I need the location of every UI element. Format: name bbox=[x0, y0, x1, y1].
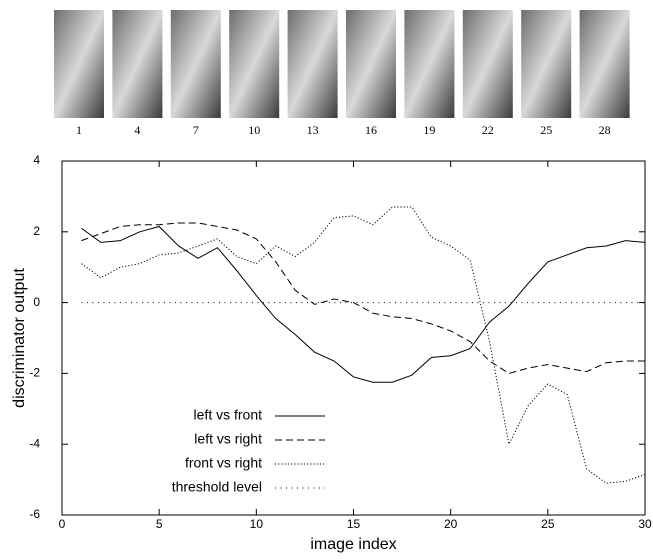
thumbnail bbox=[404, 10, 455, 118]
plot-frame bbox=[61, 160, 646, 516]
thumbnail bbox=[462, 10, 513, 118]
x-tick-label: 30 bbox=[638, 517, 652, 531]
legend-label: threshold level bbox=[172, 479, 262, 495]
series-line bbox=[81, 222, 645, 374]
frame-label: 13 bbox=[307, 123, 319, 137]
frame-label: 7 bbox=[193, 123, 199, 137]
legend-label: left vs front bbox=[194, 407, 263, 423]
thumbnail bbox=[287, 10, 338, 118]
y-tick-label: -4 bbox=[29, 436, 40, 450]
x-tick-label: 10 bbox=[250, 517, 264, 531]
y-tick-label: 4 bbox=[33, 153, 40, 167]
frame-label: 19 bbox=[423, 123, 435, 137]
legend-label: left vs right bbox=[194, 431, 262, 447]
legend-label: front vs right bbox=[185, 455, 262, 471]
frame-label: 16 bbox=[365, 123, 377, 137]
y-tick-label: 0 bbox=[33, 295, 40, 309]
frame-label: 22 bbox=[482, 123, 494, 137]
thumbnail bbox=[229, 10, 280, 118]
frame-label: 10 bbox=[248, 123, 260, 137]
x-tick-label: 0 bbox=[59, 517, 66, 531]
frame-label: 28 bbox=[599, 123, 611, 137]
frame-label: 1 bbox=[76, 123, 82, 137]
thumbnail bbox=[54, 10, 104, 118]
frame-label: 4 bbox=[134, 123, 140, 137]
x-tick-label: 5 bbox=[156, 517, 163, 531]
x-tick-label: 20 bbox=[444, 517, 458, 531]
series-line bbox=[81, 206, 646, 484]
thumbnail bbox=[170, 10, 221, 118]
thumbnail bbox=[579, 10, 630, 118]
y-tick-label: 2 bbox=[33, 224, 40, 238]
x-axis-label: image index bbox=[310, 536, 396, 553]
x-tick-label: 15 bbox=[347, 517, 361, 531]
thumbnail bbox=[521, 10, 572, 118]
y-tick-label: -6 bbox=[29, 507, 40, 521]
y-tick-label: -2 bbox=[29, 366, 40, 380]
frame-label: 25 bbox=[540, 123, 552, 137]
x-tick-label: 25 bbox=[541, 517, 555, 531]
thumbnail bbox=[346, 10, 396, 118]
thumbnail bbox=[112, 10, 163, 118]
y-axis-label: discriminator output bbox=[11, 268, 28, 408]
series-line bbox=[81, 225, 646, 383]
